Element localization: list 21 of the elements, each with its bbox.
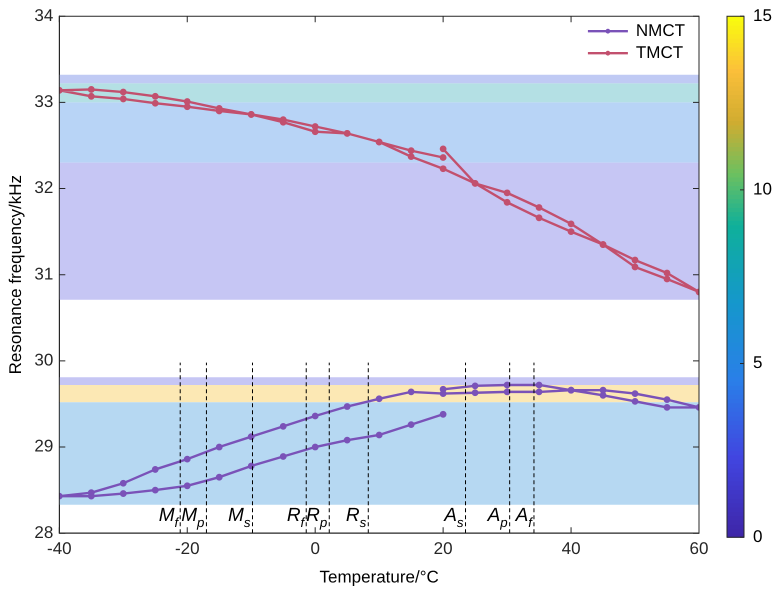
- legend-label: NMCT: [636, 20, 686, 40]
- x-axis-title: Temperature/°C: [320, 567, 439, 586]
- y-tick-label: 30: [34, 350, 54, 370]
- y-tick-label: 34: [34, 6, 54, 25]
- x-tick-label: 20: [434, 539, 453, 558]
- legend-label: TMCT: [636, 42, 684, 62]
- y-tick-label: 32: [34, 178, 54, 198]
- y-tick-label: 31: [34, 264, 54, 284]
- color-bar-label: 10: [753, 180, 772, 199]
- y-axis-title: Resonance frequency/kHz: [6, 175, 25, 374]
- x-tick-label: -20: [174, 539, 200, 558]
- color-bar-label: 15: [753, 6, 772, 25]
- y-tick-label: 29: [34, 436, 54, 456]
- y-tick-label: 28: [34, 522, 54, 542]
- x-tick-label: 60: [690, 539, 708, 558]
- x-tick-label: 40: [562, 539, 581, 558]
- y-tick-label: 33: [34, 92, 54, 112]
- x-tick-label: -40: [47, 539, 72, 558]
- color-bar-label: 0: [753, 526, 762, 546]
- color-bar-label: 5: [753, 353, 762, 372]
- x-tick-label: 0: [310, 539, 320, 558]
